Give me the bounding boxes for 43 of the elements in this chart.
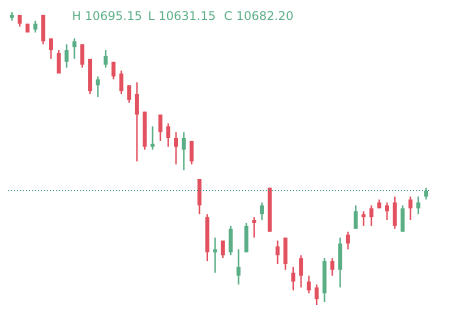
candlestick	[228, 225, 233, 256]
candlestick	[424, 187, 428, 200]
candlestick	[104, 49, 108, 68]
candlestick	[48, 38, 53, 60]
candlestick	[134, 82, 139, 162]
candlestick	[416, 196, 420, 215]
candlestick	[276, 240, 280, 265]
candlestick	[369, 204, 374, 227]
candlestick	[408, 196, 412, 221]
candlestick	[119, 70, 124, 95]
candlestick	[299, 254, 304, 288]
candlestick	[213, 236, 218, 274]
candlestick	[252, 216, 256, 238]
candlestick	[220, 240, 225, 259]
candlestick	[112, 61, 116, 80]
candlestick	[80, 43, 84, 68]
candlestick	[314, 284, 319, 306]
candlestick	[190, 140, 194, 166]
candlestick	[64, 43, 69, 68]
candlestick	[306, 274, 311, 294]
candlestick	[260, 202, 264, 221]
candlestick	[150, 126, 155, 150]
candlestick	[182, 131, 186, 171]
candlestick	[346, 231, 350, 250]
annotation: H 10695.15	[72, 9, 142, 23]
candlestick	[158, 114, 162, 142]
candlestick	[33, 20, 38, 34]
candlestick	[127, 84, 132, 104]
candlestick	[291, 266, 296, 292]
candlestick	[400, 204, 405, 232]
annotation: L 10631.15	[148, 9, 216, 23]
candlestick	[330, 257, 334, 276]
candlestick	[96, 76, 100, 98]
candlestick	[166, 122, 170, 148]
candlestick	[72, 38, 76, 60]
candlestick	[362, 210, 366, 227]
candlestick	[236, 248, 241, 286]
annotation: C 10682.20	[224, 9, 294, 23]
candlestick	[354, 204, 358, 230]
candlestick	[174, 131, 178, 166]
candlestick	[392, 196, 397, 230]
candlestick	[56, 49, 61, 74]
candlestick	[385, 202, 390, 221]
